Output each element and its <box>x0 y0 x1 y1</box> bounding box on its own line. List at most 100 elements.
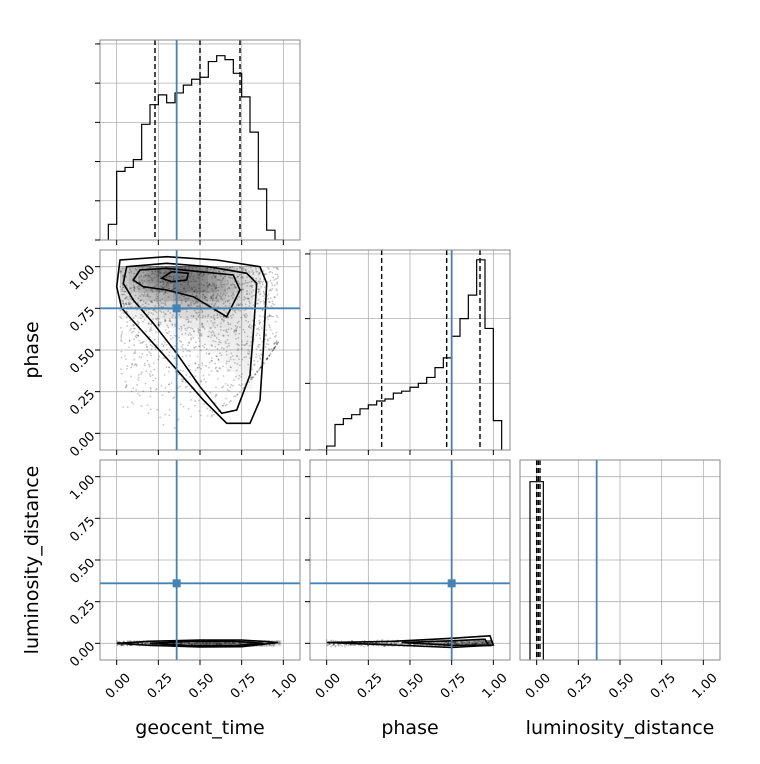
sample-point <box>260 285 263 288</box>
sample-point <box>273 296 276 298</box>
sample-point <box>206 285 209 288</box>
sample-point <box>267 267 270 270</box>
sample-point <box>214 276 217 279</box>
sample-point <box>154 270 156 273</box>
sample-point <box>249 285 252 287</box>
sample-point <box>160 290 163 292</box>
sample-point <box>235 337 237 340</box>
density-cell <box>234 301 244 311</box>
sample-point <box>227 321 229 324</box>
density-cell <box>164 319 173 328</box>
sample-point <box>255 356 258 358</box>
sample-point <box>270 644 273 647</box>
sample-point <box>474 642 477 645</box>
sample-point <box>186 316 188 318</box>
sample-point <box>134 314 137 317</box>
sample-point <box>178 296 181 299</box>
sample-point <box>173 323 176 326</box>
sample-point <box>140 356 143 358</box>
sample-point <box>137 321 140 324</box>
sample-point <box>159 285 162 288</box>
sample-point <box>238 326 241 329</box>
sample-point <box>189 354 191 357</box>
sample-point <box>168 330 171 333</box>
sample-point <box>325 639 328 642</box>
sample-point <box>257 288 260 291</box>
sample-point <box>151 270 154 273</box>
sample-point <box>212 324 215 327</box>
density-cell <box>252 266 262 275</box>
sample-point <box>142 320 145 323</box>
sample-point <box>151 289 154 292</box>
sample-point <box>273 347 276 350</box>
density-cell <box>234 354 244 364</box>
sample-point <box>149 386 152 389</box>
sample-point <box>241 268 244 271</box>
sample-point <box>153 308 156 311</box>
sample-point <box>141 293 143 296</box>
sample-point <box>400 643 403 645</box>
sample-point <box>238 391 241 394</box>
sample-point <box>228 299 230 302</box>
sample-point <box>267 339 269 342</box>
sample-point <box>196 355 199 358</box>
sample-point <box>235 286 238 289</box>
sample-point <box>162 306 165 308</box>
sample-point <box>181 380 183 383</box>
density-cell <box>199 327 209 337</box>
sample-point <box>257 343 260 346</box>
sample-point <box>220 346 223 349</box>
sample-point <box>202 290 205 293</box>
sample-point <box>242 268 245 270</box>
sample-point <box>243 356 245 359</box>
sample-point <box>140 299 143 301</box>
density-cell <box>164 301 173 311</box>
sample-point <box>152 313 155 316</box>
sample-point <box>206 407 209 410</box>
sample-point <box>129 639 132 642</box>
sample-point <box>146 294 149 297</box>
sample-point <box>133 272 136 275</box>
sample-point <box>153 299 156 302</box>
sample-point <box>212 283 215 286</box>
sample-point <box>197 345 200 348</box>
sample-point <box>269 288 272 291</box>
sample-point <box>247 363 250 366</box>
density-cell <box>427 640 437 647</box>
density-cell <box>120 283 129 293</box>
sample-point <box>136 383 138 386</box>
sample-point <box>213 318 216 321</box>
sample-point <box>473 642 476 645</box>
sample-point <box>251 280 254 283</box>
sample-point <box>164 318 166 321</box>
sample-point <box>263 292 266 295</box>
sample-point <box>269 352 272 355</box>
sample-point <box>200 380 203 383</box>
x-tick-label: 0.50 <box>186 671 217 702</box>
sample-point <box>226 389 229 391</box>
sample-point <box>156 265 158 268</box>
truth-marker <box>447 579 456 588</box>
sample-point <box>195 300 198 303</box>
density-cell <box>164 274 173 284</box>
sample-point <box>340 645 343 647</box>
sample-point <box>217 343 220 346</box>
density-cell <box>217 292 226 302</box>
sample-point <box>228 369 231 372</box>
sample-point <box>268 644 271 647</box>
sample-point <box>199 329 201 332</box>
density-cell <box>181 310 191 319</box>
sample-point <box>255 353 258 356</box>
sample-point <box>196 301 199 304</box>
sample-point <box>125 297 128 300</box>
sample-point <box>202 294 205 296</box>
truth-marker <box>172 304 181 313</box>
sample-point <box>189 350 192 353</box>
sample-point <box>208 330 211 333</box>
sample-point <box>273 346 276 349</box>
sample-point <box>180 340 183 343</box>
sample-point <box>217 279 220 281</box>
sample-point <box>159 271 162 273</box>
sample-point <box>203 273 205 276</box>
sample-point <box>125 284 128 287</box>
